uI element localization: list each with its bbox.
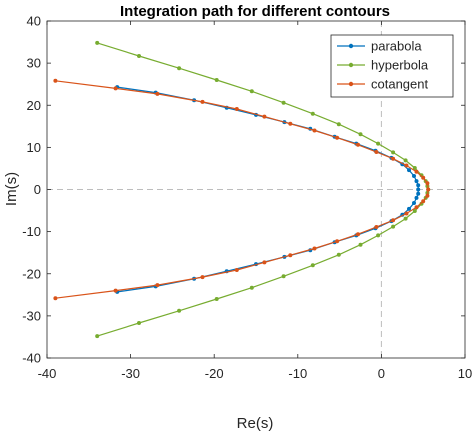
data-point-cotangent	[391, 218, 396, 223]
data-point-hyperbola	[249, 285, 254, 290]
data-point-parabola	[416, 183, 421, 188]
data-point-hyperbola	[412, 166, 417, 170]
data-point-cotangent	[356, 142, 360, 147]
data-point-hyperbola	[358, 132, 363, 137]
data-point-cotangent	[262, 114, 267, 119]
legend-label-cotangent: cotangent	[371, 77, 428, 92]
y-tick-label: 0	[34, 182, 41, 197]
data-point-cotangent	[335, 135, 340, 140]
x-tick-label: 0	[378, 366, 385, 381]
x-axis-label: Re(s)	[237, 415, 274, 432]
data-point-cotangent	[312, 246, 317, 251]
data-point-cotangent	[421, 175, 426, 180]
x-tick-label: -20	[205, 366, 224, 381]
data-point-cotangent	[425, 193, 430, 198]
data-point-cotangent	[262, 260, 267, 265]
data-point-parabola	[407, 206, 411, 211]
data-point-hyperbola	[214, 78, 219, 82]
data-point-cotangent	[288, 253, 293, 258]
data-point-hyperbola	[376, 233, 381, 238]
y-tick-label: 10	[27, 140, 41, 155]
data-point-cotangent	[155, 283, 160, 288]
data-point-hyperbola	[336, 252, 341, 257]
data-point-cotangent	[404, 211, 409, 216]
data-point-parabola	[407, 168, 411, 173]
data-point-parabola	[416, 187, 421, 192]
data-point-hyperbola	[281, 100, 286, 105]
data-point-cotangent	[404, 163, 409, 168]
data-point-hyperbola	[137, 54, 141, 58]
data-point-hyperbola	[249, 89, 254, 94]
data-point-cotangent	[288, 121, 293, 126]
data-point-cotangent	[200, 99, 205, 104]
y-tick-label: -10	[22, 224, 41, 239]
data-point-hyperbola	[137, 321, 141, 325]
data-point-hyperbola	[358, 242, 363, 247]
legend-marker-parabola	[348, 43, 354, 49]
data-point-hyperbola	[177, 308, 182, 313]
data-point-hyperbola	[281, 274, 286, 279]
x-tick-label: -40	[38, 366, 57, 381]
legend-marker-hyperbola	[348, 62, 354, 68]
data-point-cotangent	[155, 91, 160, 96]
y-tick-label: 20	[27, 98, 41, 113]
data-point-parabola	[412, 201, 416, 205]
data-point-cotangent	[425, 181, 430, 186]
data-point-cotangent	[200, 275, 205, 280]
x-tick-label: -30	[121, 366, 140, 381]
data-point-cotangent	[374, 225, 379, 229]
data-point-cotangent	[113, 86, 118, 91]
chart-title: Integration path for different contours	[120, 3, 390, 20]
data-point-hyperbola	[214, 297, 219, 301]
data-point-parabola	[414, 195, 419, 200]
legend-label-hyperbola: hyperbola	[371, 58, 429, 73]
data-point-cotangent	[234, 107, 239, 111]
y-tick-label: 40	[27, 14, 41, 29]
data-point-parabola	[412, 174, 416, 178]
x-tick-label: -10	[288, 366, 307, 381]
data-point-hyperbola	[376, 141, 381, 146]
data-point-cotangent	[391, 156, 396, 161]
data-point-cotangent	[421, 199, 426, 204]
y-tick-label: -20	[22, 266, 41, 281]
data-point-cotangent	[53, 296, 58, 301]
data-point-cotangent	[414, 205, 419, 210]
data-point-cotangent	[53, 78, 58, 83]
y-axis-label: Im(s)	[3, 172, 20, 206]
legend: parabola hyperbola cotangent	[330, 34, 454, 98]
data-point-cotangent	[374, 150, 379, 154]
data-point-cotangent	[234, 268, 239, 272]
y-tick-label: -30	[22, 308, 41, 323]
data-point-hyperbola	[177, 66, 182, 71]
data-point-hyperbola	[391, 150, 396, 155]
data-point-hyperbola	[95, 334, 100, 339]
x-tick-label: 10	[458, 366, 472, 381]
data-point-hyperbola	[310, 111, 315, 116]
data-point-cotangent	[312, 128, 317, 133]
data-point-hyperbola	[310, 263, 315, 268]
data-point-parabola	[414, 179, 419, 184]
series-cotangent	[53, 78, 431, 301]
data-point-hyperbola	[391, 224, 396, 229]
data-point-hyperbola	[403, 158, 408, 163]
legend-marker-cotangent	[348, 81, 354, 87]
data-point-hyperbola	[403, 216, 408, 221]
data-point-hyperbola	[95, 40, 100, 45]
data-point-parabola	[416, 191, 421, 196]
y-tick-label: -40	[22, 351, 41, 366]
data-point-hyperbola	[412, 209, 417, 213]
data-point-cotangent	[414, 169, 419, 174]
data-point-cotangent	[335, 239, 340, 244]
data-point-cotangent	[426, 187, 431, 192]
data-point-cotangent	[356, 232, 360, 237]
data-point-hyperbola	[336, 122, 341, 127]
data-point-cotangent	[113, 288, 118, 293]
y-tick-label: 30	[27, 56, 41, 71]
legend-label-parabola: parabola	[371, 39, 422, 54]
